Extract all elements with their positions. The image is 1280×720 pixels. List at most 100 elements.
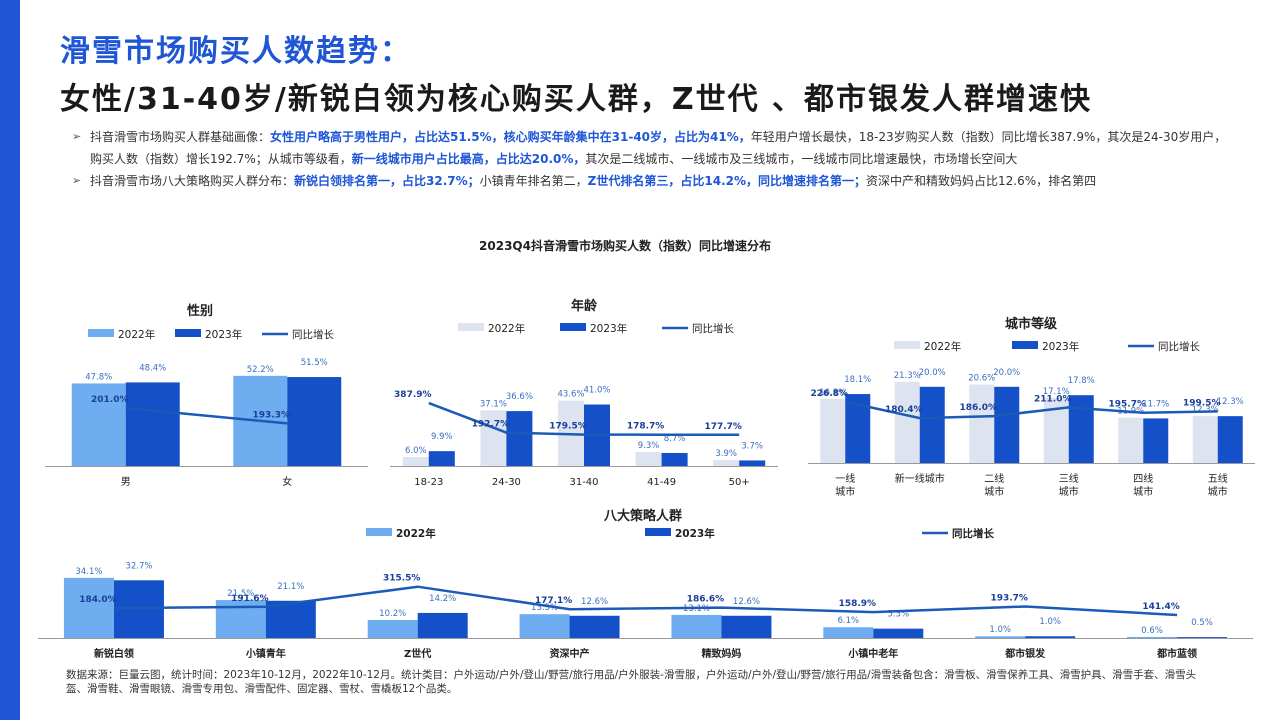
- chart4-label-2022: 13.5%: [531, 603, 558, 613]
- chart4-label-2022: 0.6%: [1141, 626, 1163, 636]
- chart1-growth-line: [125, 406, 288, 425]
- chart4-legend-label: 同比增长: [952, 527, 994, 540]
- chart1-label-2023: 51.5%: [301, 358, 328, 368]
- chart3-label-2023: 11.7%: [1142, 399, 1169, 409]
- chart3-category-label: 二线: [984, 472, 1004, 485]
- chart3-bar-2023: [994, 386, 1020, 463]
- chart3-growth-label: 186.0%: [960, 403, 998, 413]
- chart4-growth-label: 177.1%: [535, 596, 573, 606]
- chart2-growth-label: 192.7%: [472, 420, 510, 430]
- bullet-2: ➢ 抖音滑雪市场八大策略购买人群分布：新锐白领排名第一，占比32.7%；小镇青年…: [72, 170, 1232, 192]
- bullet-arrow-icon: ➢: [72, 130, 82, 143]
- chart2-bar-2022: [713, 460, 740, 466]
- chart4-bar-2022: [1127, 636, 1178, 638]
- chart3-legend-label: 2022年: [924, 340, 961, 353]
- chart4-bar-2023: [873, 628, 924, 638]
- chart4-category-label: 新锐白领: [94, 647, 134, 660]
- data-source-note: 数据来源：巨量云图，统计时间：2023年10-12月，2022年10-12月。统…: [66, 669, 1197, 695]
- chart1-bar-2023: [125, 382, 180, 466]
- chart4-label-2022: 6.1%: [838, 616, 860, 626]
- bullet-2-part-4: Z世代排名第三，占比14.2%，同比增速排名第一；: [587, 174, 867, 188]
- chart3-bar-2023: [1217, 416, 1243, 463]
- chart4-bar-2023: [417, 612, 468, 638]
- chart2-bar-2023: [428, 451, 455, 466]
- chart3-legend-bar-swatch: [1012, 341, 1038, 349]
- bullet-1-part-2: 女性用户略高于男性用户，占比达51.5%，核心购买年龄集中在31-40岁，占比为…: [270, 130, 751, 144]
- chart1-growth-label: 193.3%: [253, 410, 291, 420]
- chart1-growth-label: 201.0%: [91, 395, 129, 405]
- chart2-label-2023: 36.6%: [506, 392, 533, 402]
- chart2-growth-label: 178.7%: [627, 422, 665, 432]
- chart3-category-label: 城市: [1133, 485, 1153, 498]
- chart2-growth-label: 179.5%: [549, 422, 587, 432]
- chart3-bar-2022: [1118, 417, 1144, 463]
- chart2-label-2022: 37.1%: [480, 399, 507, 409]
- chart3-bar-2022: [820, 399, 846, 463]
- chart3-title: 城市等级: [1005, 316, 1058, 332]
- chart4-label-2023: 0.5%: [1191, 618, 1213, 628]
- chart1-label-2022: 47.8%: [85, 372, 112, 382]
- chart2-bar-2023: [661, 452, 688, 466]
- chart3-category-label: 城市: [1059, 485, 1079, 498]
- chart4-label-2022: 10.2%: [379, 609, 406, 619]
- chart3-growth-label: 211.0%: [1034, 394, 1072, 404]
- chart3-legend-bar-swatch: [894, 341, 920, 349]
- chart4-label-2022: 1.0%: [989, 625, 1011, 635]
- chart4-legend-label: 2023年: [675, 527, 715, 540]
- chart4-legend-label: 2022年: [396, 527, 436, 540]
- chart1-legend-bar-swatch: [175, 329, 201, 337]
- chart2-bar-2022: [402, 457, 429, 466]
- chart1-label-2023: 48.4%: [139, 363, 166, 373]
- chart2-label-2023: 9.9%: [431, 432, 453, 442]
- chart2-title: 年龄: [571, 298, 598, 314]
- chart4-category-label: Z世代: [404, 647, 431, 660]
- chart2-growth-label: 387.9%: [394, 390, 432, 400]
- chart2-legend-label: 同比增长: [692, 322, 734, 335]
- chart3-category-label: 新一线城市: [895, 472, 945, 485]
- chart4-growth-label: 141.4%: [1142, 602, 1180, 612]
- chart2-label-2022: 6.0%: [405, 446, 427, 456]
- chart2-label-2022: 9.3%: [638, 441, 660, 451]
- chart2-label-2023: 8.7%: [664, 434, 686, 444]
- chart1-bar-2022: [71, 383, 126, 466]
- chart2-label-2023: 3.7%: [741, 441, 763, 451]
- chart3-label-2022: 12.3%: [1192, 405, 1219, 415]
- chart2-bar-2022: [480, 410, 507, 466]
- chart4-label-2023: 21.1%: [277, 582, 304, 592]
- chart1-legend-label: 同比增长: [292, 328, 334, 341]
- chart2-legend-label: 2022年: [488, 322, 525, 335]
- chart1-legend-label: 2023年: [205, 328, 242, 341]
- chart2-legend-bar-swatch: [560, 323, 586, 331]
- overall-chart-title: 2023Q4抖音滑雪市场购买人数（指数）同比增速分布: [479, 238, 771, 253]
- chart2-category-label: 31-40: [569, 477, 598, 488]
- chart4-legend-bar-swatch: [645, 528, 671, 536]
- chart2-legend-bar-swatch: [458, 323, 484, 331]
- chart4-title: 八大策略人群: [603, 508, 682, 524]
- chart4-growth-label: 184.0%: [79, 595, 117, 605]
- chart1-bar-2023: [287, 377, 342, 466]
- chart4-legend-bar-swatch: [366, 528, 392, 536]
- summary-bullets: ➢ 抖音滑雪市场购买人群基础画像：女性用户略高于男性用户，占比达51.5%，核心…: [72, 126, 1232, 192]
- bullet-2-part-3: 小镇青年排名第二，: [479, 174, 588, 188]
- chart4-bar-2023: [1025, 636, 1076, 638]
- chart3-growth-label: 180.4%: [885, 405, 923, 415]
- chart3-legend-label: 2023年: [1042, 340, 1079, 353]
- chart4-growth-label: 315.5%: [383, 574, 421, 584]
- chart4-label-2022: 21.5%: [227, 589, 254, 599]
- chart2-category-label: 50+: [729, 477, 750, 488]
- bullet-1-part-1: 抖音滑雪市场购买人群基础画像：: [90, 130, 271, 144]
- chart2-label-2023: 41.0%: [583, 386, 610, 396]
- chart3-category-label: 四线: [1133, 472, 1153, 485]
- chart4-growth-label: 193.7%: [990, 593, 1028, 603]
- chart4-label-2023: 12.6%: [733, 597, 760, 607]
- chart1-legend-label: 2022年: [118, 328, 155, 341]
- chart2-category-label: 41-49: [647, 477, 676, 488]
- chart4-growth-label: 158.9%: [839, 599, 877, 609]
- chart4-category-label: 都市蓝领: [1156, 647, 1197, 660]
- chart4-category-label: 小镇青年: [245, 647, 286, 660]
- chart3-growth-label: 199.5%: [1183, 398, 1221, 408]
- side-accent-bar: [0, 0, 20, 720]
- chart4-bar-2022: [823, 627, 874, 638]
- chart4-growth-label: 186.6%: [687, 595, 725, 605]
